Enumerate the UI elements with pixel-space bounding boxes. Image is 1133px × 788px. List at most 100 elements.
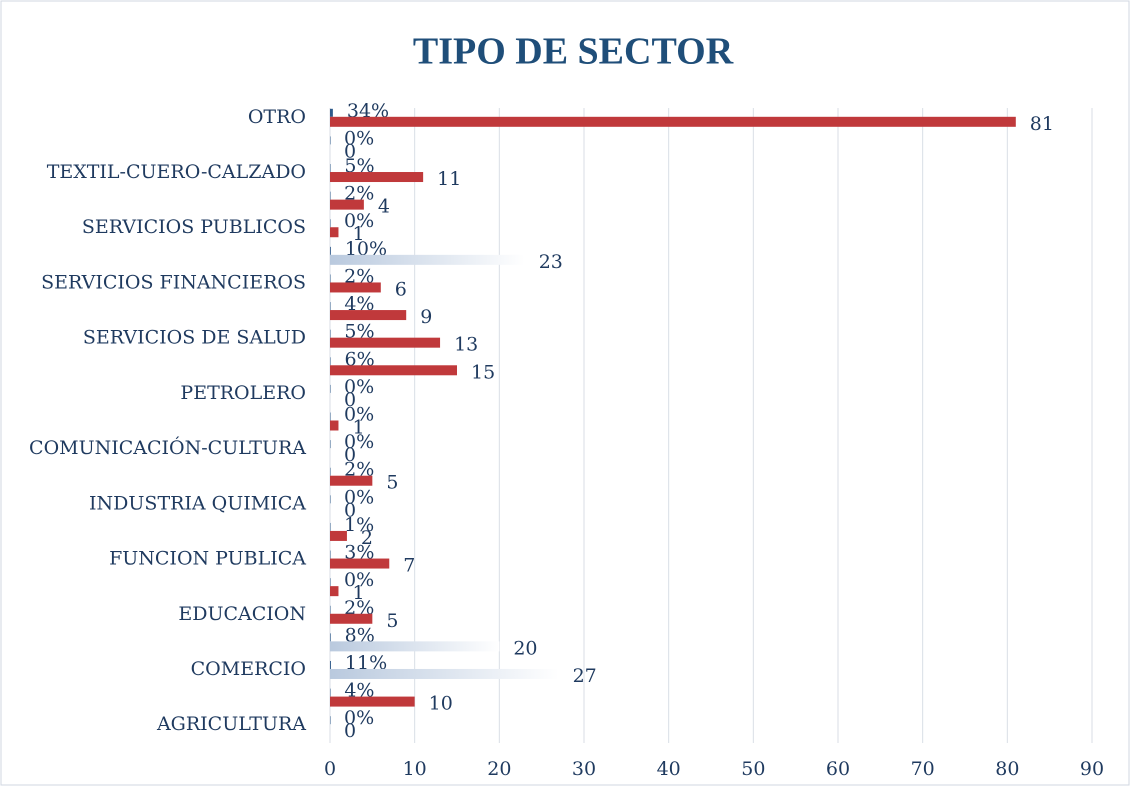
count-bar xyxy=(330,641,500,652)
count-label: 7 xyxy=(403,555,415,577)
percent-label: 2% xyxy=(344,265,374,287)
percent-label: 5% xyxy=(344,155,374,177)
percent-bar xyxy=(330,329,331,338)
percent-label: 2% xyxy=(344,183,374,205)
percent-bar xyxy=(330,136,331,145)
percent-bar xyxy=(330,219,331,228)
x-tick-label: 90 xyxy=(1080,758,1104,780)
count-label: 6 xyxy=(395,278,407,300)
y-tick-label: TEXTIL-CUERO-CALZADO xyxy=(47,161,306,183)
y-tick-label: COMERCIO xyxy=(191,658,306,680)
percent-bar xyxy=(330,108,333,117)
count-bar xyxy=(330,116,1016,127)
x-tick-label: 30 xyxy=(572,758,596,780)
count-bar xyxy=(330,668,559,679)
count-label: 13 xyxy=(454,334,478,356)
percent-bar xyxy=(330,578,331,587)
y-tick-label: OTRO xyxy=(248,106,306,128)
percent-label: 0% xyxy=(344,376,374,398)
count-label: 0 xyxy=(344,444,356,466)
percent-label: 0% xyxy=(344,486,374,508)
y-tick-label: AGRICULTURA xyxy=(156,713,306,735)
count-label: 4 xyxy=(378,196,390,218)
percent-bar xyxy=(330,605,331,614)
y-tick-label: INDUSTRIA QUIMICA xyxy=(89,492,306,514)
percent-bar xyxy=(330,164,331,173)
count-bar xyxy=(330,365,457,376)
count-label: 1 xyxy=(352,417,364,439)
y-tick-label: FUNCION PUBLICA xyxy=(109,548,306,570)
count-label: 0 xyxy=(344,389,356,411)
x-tick-label: 80 xyxy=(995,758,1019,780)
y-tick-label: COMUNICACIÓN-CULTURA xyxy=(29,436,306,459)
chart-title: TIPO DE SECTOR xyxy=(413,31,734,73)
percent-label: 0% xyxy=(344,210,374,232)
percent-label: 5% xyxy=(344,321,374,343)
percent-label: 2% xyxy=(344,597,374,619)
percent-bar xyxy=(330,522,331,531)
count-label: 0 xyxy=(344,140,356,162)
y-tick-label: SERVICIOS FINANCIEROS xyxy=(41,271,306,293)
percent-label: 0% xyxy=(344,569,374,591)
percent-bar xyxy=(330,191,331,200)
count-bar xyxy=(330,227,339,238)
percent-label: 0% xyxy=(344,707,374,729)
percent-bar xyxy=(330,716,331,725)
percent-bar xyxy=(330,357,331,366)
y-tick-label: PETROLERO xyxy=(180,382,306,404)
percent-label: 11% xyxy=(345,652,387,674)
count-label: 20 xyxy=(513,637,537,659)
percent-label: 34% xyxy=(347,100,389,122)
percent-bar xyxy=(330,412,331,421)
count-label: 11 xyxy=(437,168,461,190)
count-bar xyxy=(330,586,339,597)
count-label: 23 xyxy=(539,251,563,273)
percent-label: 10% xyxy=(345,238,387,260)
percent-bar xyxy=(330,633,331,642)
count-label: 5 xyxy=(386,610,398,632)
percent-bar xyxy=(330,688,331,697)
y-tick-label: SERVICIOS PUBLICOS xyxy=(82,216,306,238)
x-tick-label: 10 xyxy=(403,758,427,780)
count-bar xyxy=(330,199,364,210)
percent-bar xyxy=(330,467,331,476)
percent-bar xyxy=(330,274,331,283)
x-tick-label: 20 xyxy=(487,758,511,780)
count-label: 1 xyxy=(352,223,364,245)
percent-bar xyxy=(330,495,331,504)
percent-bar xyxy=(330,246,331,255)
percent-bar xyxy=(330,660,331,669)
y-tick-label: EDUCACION xyxy=(178,603,306,625)
percent-label: 4% xyxy=(344,680,374,702)
count-label: 81 xyxy=(1030,113,1054,135)
percent-label: 6% xyxy=(345,348,375,370)
count-label: 5 xyxy=(386,472,398,494)
count-bar xyxy=(330,558,390,569)
count-bar xyxy=(330,310,407,321)
count-label: 1 xyxy=(352,582,364,604)
x-tick-label: 50 xyxy=(741,758,765,780)
count-label: 15 xyxy=(471,361,495,383)
count-bar xyxy=(330,530,347,541)
count-bar xyxy=(330,613,373,624)
percent-label: 2% xyxy=(344,459,374,481)
y-tick-label: SERVICIOS DE SALUD xyxy=(83,327,306,349)
percent-bar xyxy=(330,384,331,393)
percent-bar xyxy=(330,550,331,559)
count-bar xyxy=(330,172,424,183)
count-label: 0 xyxy=(344,499,356,521)
percent-label: 1% xyxy=(344,514,374,536)
count-bar xyxy=(330,282,381,293)
count-label: 9 xyxy=(420,306,432,328)
x-tick-label: 40 xyxy=(657,758,681,780)
count-label: 2 xyxy=(361,527,373,549)
percent-label: 0% xyxy=(344,404,374,426)
x-tick-label: 0 xyxy=(324,758,336,780)
percent-label: 0% xyxy=(344,127,374,149)
count-bar xyxy=(330,475,373,486)
count-bar xyxy=(330,254,525,265)
count-bar xyxy=(330,696,415,707)
percent-label: 3% xyxy=(344,542,374,564)
